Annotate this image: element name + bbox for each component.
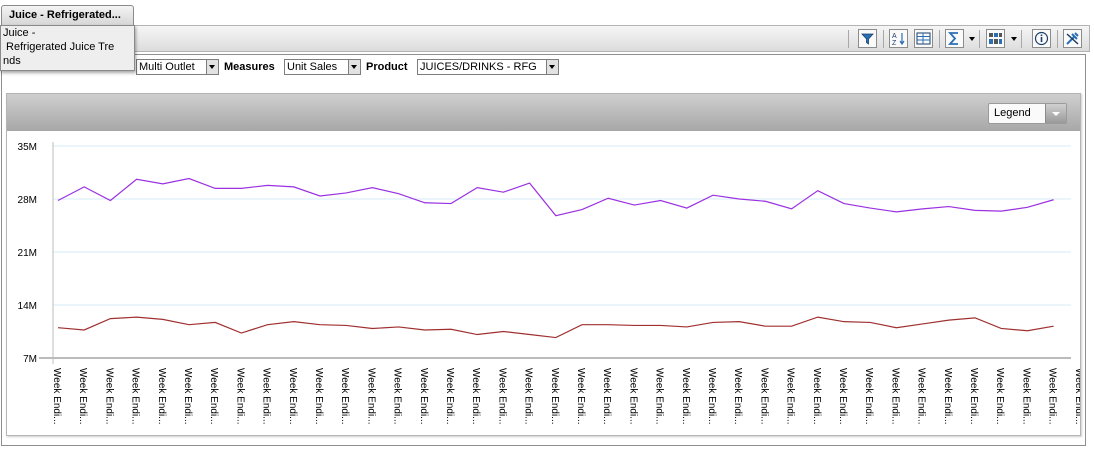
x-tick-label: Week Endi...	[51, 368, 62, 425]
x-tick-label: Week Endi...	[1020, 368, 1031, 425]
x-tick-label: Week Endi...	[837, 368, 848, 425]
y-tick-label: 14M	[18, 301, 37, 312]
sum-icon[interactable]	[945, 29, 964, 48]
toolbar-separator	[939, 30, 940, 48]
chart-type-icon[interactable]	[986, 29, 1005, 48]
x-tick-label: Week Endi...	[208, 368, 219, 425]
series-line-1	[57, 177, 1054, 217]
report-panel: Multi Outlet Measures Unit Sales Product…	[1, 54, 1086, 446]
x-tick-label: Week Endi...	[392, 368, 403, 425]
x-tick-label: Week Endi...	[758, 368, 769, 425]
toolbar-separator	[883, 30, 884, 48]
geography-select-value: Multi Outlet	[139, 61, 195, 73]
x-tick-label: Week Endi...	[732, 368, 743, 425]
x-tick-label: Week Endi...	[234, 368, 245, 425]
x-tick-label: Week Endi...	[785, 368, 796, 425]
product-select-value: JUICES/DRINKS - RFG	[420, 61, 537, 73]
x-tick-label: Week Endi...	[680, 368, 691, 425]
y-tick-label: 7M	[23, 354, 37, 365]
product-select[interactable]: JUICES/DRINKS - RFG	[417, 59, 559, 75]
x-tick-label: Week Endi...	[156, 368, 167, 425]
x-tick-label: Week Endi...	[706, 368, 717, 425]
x-tick-label: Week Endi...	[968, 368, 979, 425]
svg-text:A: A	[892, 33, 897, 40]
x-tick-label: Week Endi...	[103, 368, 114, 425]
x-tick-label: Week Endi...	[1047, 368, 1058, 425]
legend-dropdown[interactable]: Legend	[988, 103, 1067, 124]
x-tick-label: Week Endi...	[575, 368, 586, 425]
x-tick-label: Week Endi...	[601, 368, 612, 425]
x-tick-label: Week Endi...	[994, 368, 1005, 425]
x-tick-label: Week Endi...	[863, 368, 874, 425]
x-tick-label: Week Endi...	[496, 368, 507, 425]
chevron-down-icon	[348, 60, 360, 74]
x-tick-label: Week Endi...	[261, 368, 272, 425]
line-chart: 7M 14M 21M 28M 35M Week Endi... Week Endi... We…	[18, 142, 1080, 425]
select-columns-icon[interactable]	[914, 29, 933, 48]
y-tick-label: 35M	[18, 142, 37, 153]
x-tick-label: Week Endi...	[313, 368, 324, 425]
x-tick-label: Week Endi...	[942, 368, 953, 425]
x-tick-label: Week Endi...	[77, 368, 88, 425]
chevron-down-icon	[546, 60, 558, 74]
legend-dropdown-label: Legend	[994, 107, 1031, 119]
x-tick-label: Week Endi...	[470, 368, 481, 425]
x-tick-label: Week Endi...	[182, 368, 193, 425]
toolbar-separator	[1057, 30, 1058, 48]
product-label: Product	[366, 61, 408, 73]
toolbar-separator	[979, 30, 980, 48]
chart-header: Legend	[7, 94, 1080, 131]
tools-icon[interactable]	[1063, 29, 1082, 48]
x-tick-label: Week Endi...	[916, 368, 927, 425]
x-tick-label: Week Endi...	[811, 368, 822, 425]
filter-bar: Multi Outlet Measures Unit Sales Product…	[2, 55, 1085, 78]
x-tick-label: Week Endi...	[654, 368, 665, 425]
x-tick-label: Week Endi...	[130, 368, 141, 425]
tab-tooltip: Juice - Refrigerated Juice Tre nds	[0, 25, 135, 71]
x-tick-label: Week Endi...	[889, 368, 900, 425]
x-tick-label: Week Endi...	[444, 368, 455, 425]
toolbar-separator	[1021, 30, 1022, 48]
chart-panel: Legend 7M 14M 21M 28M 35M Week Endi... Week En…	[6, 93, 1081, 436]
report-tab[interactable]: Juice - Refrigerated...	[1, 5, 134, 25]
x-tick-label: Week Endi...	[418, 368, 429, 425]
x-tick-label: Week Endi...	[549, 368, 560, 425]
x-tick-label: Week Endi...	[365, 368, 376, 425]
geography-select[interactable]: Multi Outlet	[136, 59, 219, 75]
x-tick-label: Week Endi...	[1073, 368, 1080, 425]
measures-select[interactable]: Unit Sales	[284, 59, 361, 75]
x-tick-label: Week Endi...	[523, 368, 534, 425]
report-tab-title: Juice - Refrigerated...	[9, 9, 121, 21]
y-tick-label: 21M	[18, 248, 37, 259]
sum-dropdown-icon[interactable]	[969, 37, 975, 41]
measures-label: Measures	[224, 61, 275, 73]
svg-text:Z: Z	[892, 40, 897, 47]
chevron-down-icon	[206, 60, 218, 74]
chevron-down-icon	[1045, 104, 1066, 123]
filter-icon[interactable]	[858, 29, 877, 48]
measures-select-value: Unit Sales	[287, 61, 338, 73]
x-tick-label: Week Endi...	[287, 368, 298, 425]
x-tick-label: Week Endi...	[339, 368, 350, 425]
x-tick-label: Week Endi...	[627, 368, 638, 425]
chart-type-dropdown-icon[interactable]	[1011, 37, 1017, 41]
y-tick-label: 28M	[18, 195, 37, 206]
series-line-2	[57, 316, 1054, 339]
toolbar-separator	[848, 30, 849, 48]
info-icon[interactable]	[1032, 29, 1051, 48]
